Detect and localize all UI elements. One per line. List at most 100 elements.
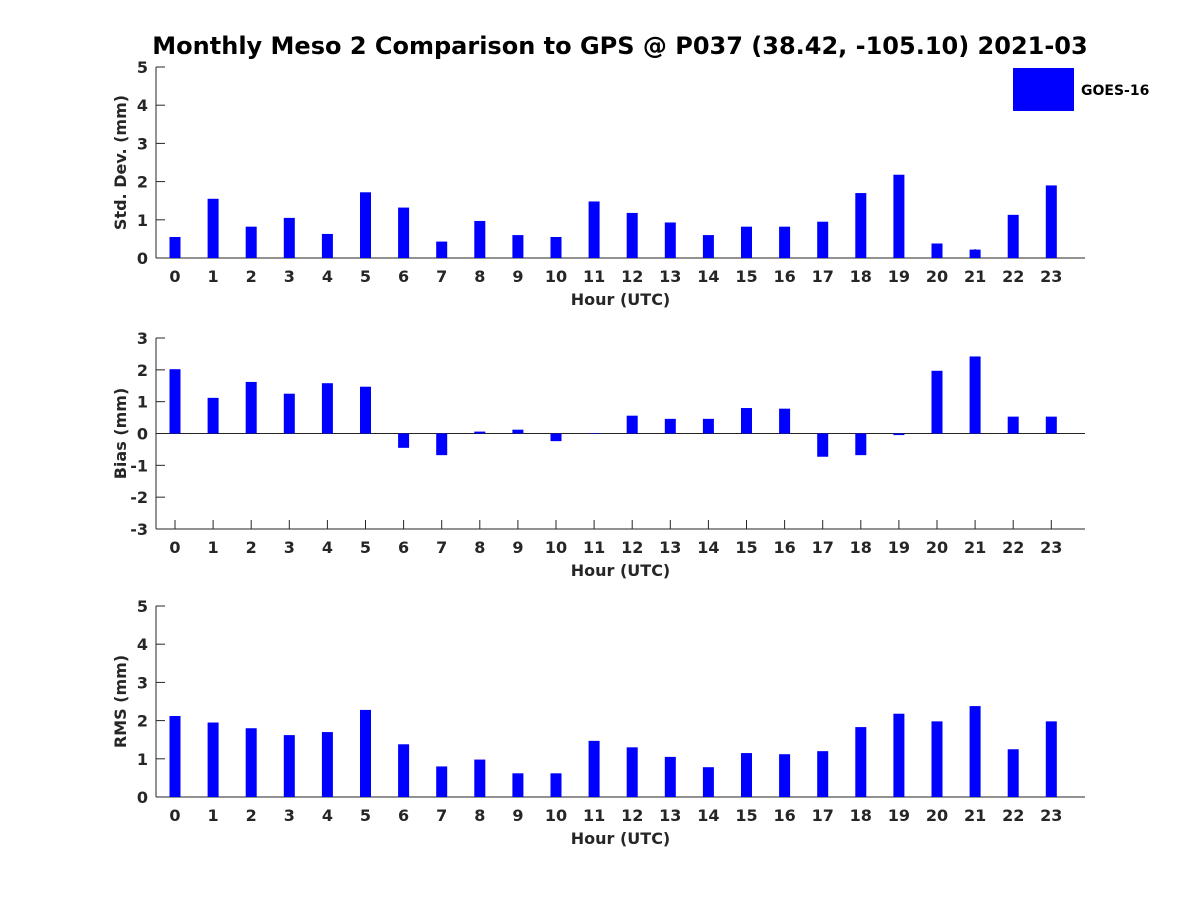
x-tick-label: 9 <box>512 538 523 557</box>
bar-hour-9 <box>512 235 524 258</box>
bar-hour-17 <box>817 221 829 258</box>
x-tick-label: 17 <box>812 806 834 825</box>
x-tick-label: 6 <box>398 806 409 825</box>
x-tick-label: 3 <box>284 806 295 825</box>
bar-hour-12 <box>626 212 638 258</box>
x-tick-label: 8 <box>474 806 485 825</box>
y-tick-label: -3 <box>130 520 148 539</box>
bar-hour-10 <box>550 433 562 442</box>
x-tick-label: 12 <box>621 806 643 825</box>
bar-hour-18 <box>855 727 867 797</box>
x-tick-label: 10 <box>545 538 567 557</box>
bar-hour-14 <box>702 418 714 434</box>
x-tick-label: 14 <box>697 806 719 825</box>
y-tick-label: 2 <box>137 361 148 380</box>
bar-hour-15 <box>741 408 752 434</box>
bar-hour-1 <box>207 397 219 434</box>
bar-hour-15 <box>741 753 752 797</box>
bar-hour-8 <box>474 431 486 434</box>
bar-hour-8 <box>474 759 486 797</box>
x-tick-label: 14 <box>697 538 719 557</box>
x-tick-label: 7 <box>436 806 447 825</box>
y-tick-label: 1 <box>137 393 148 412</box>
x-tick-label: 19 <box>888 267 910 286</box>
bar-hour-7 <box>436 433 448 456</box>
bar-hour-14 <box>702 235 714 258</box>
bar-hour-20 <box>931 243 943 258</box>
bar-hour-5 <box>360 709 371 797</box>
bar-hour-16 <box>779 408 791 434</box>
bar-hour-12 <box>626 415 638 434</box>
bar-hour-20 <box>931 721 943 797</box>
x-tick-label: 22 <box>1002 267 1024 286</box>
x-tick-label: 7 <box>436 267 447 286</box>
x-axis-label: Hour (UTC) <box>571 561 671 580</box>
bar-hour-23 <box>1045 416 1057 434</box>
x-tick-label: 1 <box>208 806 219 825</box>
bar-hour-7 <box>436 766 448 797</box>
x-tick-label: 18 <box>850 538 872 557</box>
y-tick-label: 4 <box>137 635 148 654</box>
x-tick-label: 3 <box>284 538 295 557</box>
x-tick-label: 10 <box>545 267 567 286</box>
bar-hour-19 <box>893 713 905 797</box>
x-tick-label: 23 <box>1040 806 1062 825</box>
x-tick-label: 17 <box>812 538 834 557</box>
bar-hour-13 <box>664 418 676 434</box>
x-tick-label: 21 <box>964 538 986 557</box>
bar-hour-19 <box>893 433 905 436</box>
bar-hour-2 <box>245 226 257 258</box>
y-tick-label: 1 <box>137 750 148 769</box>
x-tick-label: 0 <box>169 267 180 286</box>
y-tick-label: 1 <box>137 211 148 230</box>
bar-hour-1 <box>207 198 219 258</box>
x-tick-label: 5 <box>360 267 371 286</box>
y-tick-label: 3 <box>137 134 148 153</box>
x-tick-label: 16 <box>773 267 795 286</box>
x-tick-label: 16 <box>773 538 795 557</box>
bar-hour-0 <box>169 236 181 258</box>
bar-hour-4 <box>321 732 333 797</box>
bar-hour-13 <box>664 222 676 258</box>
x-axis-label: Hour (UTC) <box>571 290 671 309</box>
legend: GOES-16 <box>1013 68 1149 111</box>
bar-hour-18 <box>855 433 867 456</box>
x-tick-label: 18 <box>850 267 872 286</box>
bar-hour-14 <box>702 767 714 797</box>
x-tick-label: 8 <box>474 538 485 557</box>
y-tick-label: 2 <box>137 712 148 731</box>
y-axis-label: RMS (mm) <box>111 655 130 748</box>
x-tick-label: 10 <box>545 806 567 825</box>
x-tick-label: 13 <box>659 267 681 286</box>
bar-hour-4 <box>321 233 333 258</box>
bar-hour-9 <box>512 773 524 797</box>
x-tick-label: 11 <box>583 806 605 825</box>
bar-hour-21 <box>969 249 981 258</box>
chart-title: Monthly Meso 2 Comparison to GPS @ P037 … <box>152 32 1087 60</box>
x-tick-label: 5 <box>360 538 371 557</box>
legend-swatch-goes-16 <box>1013 68 1074 111</box>
bar-hour-10 <box>550 773 562 797</box>
y-tick-label: 0 <box>137 788 148 807</box>
bar-hour-22 <box>1007 214 1019 258</box>
bar-hour-11 <box>588 740 600 797</box>
y-axis-label: Bias (mm) <box>111 388 130 480</box>
bar-hour-18 <box>855 193 867 258</box>
bar-hour-20 <box>931 370 943 434</box>
x-tick-label: 19 <box>888 806 910 825</box>
x-tick-label: 22 <box>1002 806 1024 825</box>
bar-hour-21 <box>969 356 981 434</box>
bar-hour-23 <box>1045 721 1057 797</box>
x-tick-label: 12 <box>621 538 643 557</box>
bar-hour-8 <box>474 220 486 258</box>
bar-hour-3 <box>283 735 295 797</box>
x-tick-label: 2 <box>246 806 257 825</box>
x-tick-label: 23 <box>1040 538 1062 557</box>
bar-hour-0 <box>169 369 181 434</box>
bar-hour-6 <box>398 744 410 797</box>
x-tick-label: 0 <box>169 538 180 557</box>
bar-hour-2 <box>245 381 257 434</box>
